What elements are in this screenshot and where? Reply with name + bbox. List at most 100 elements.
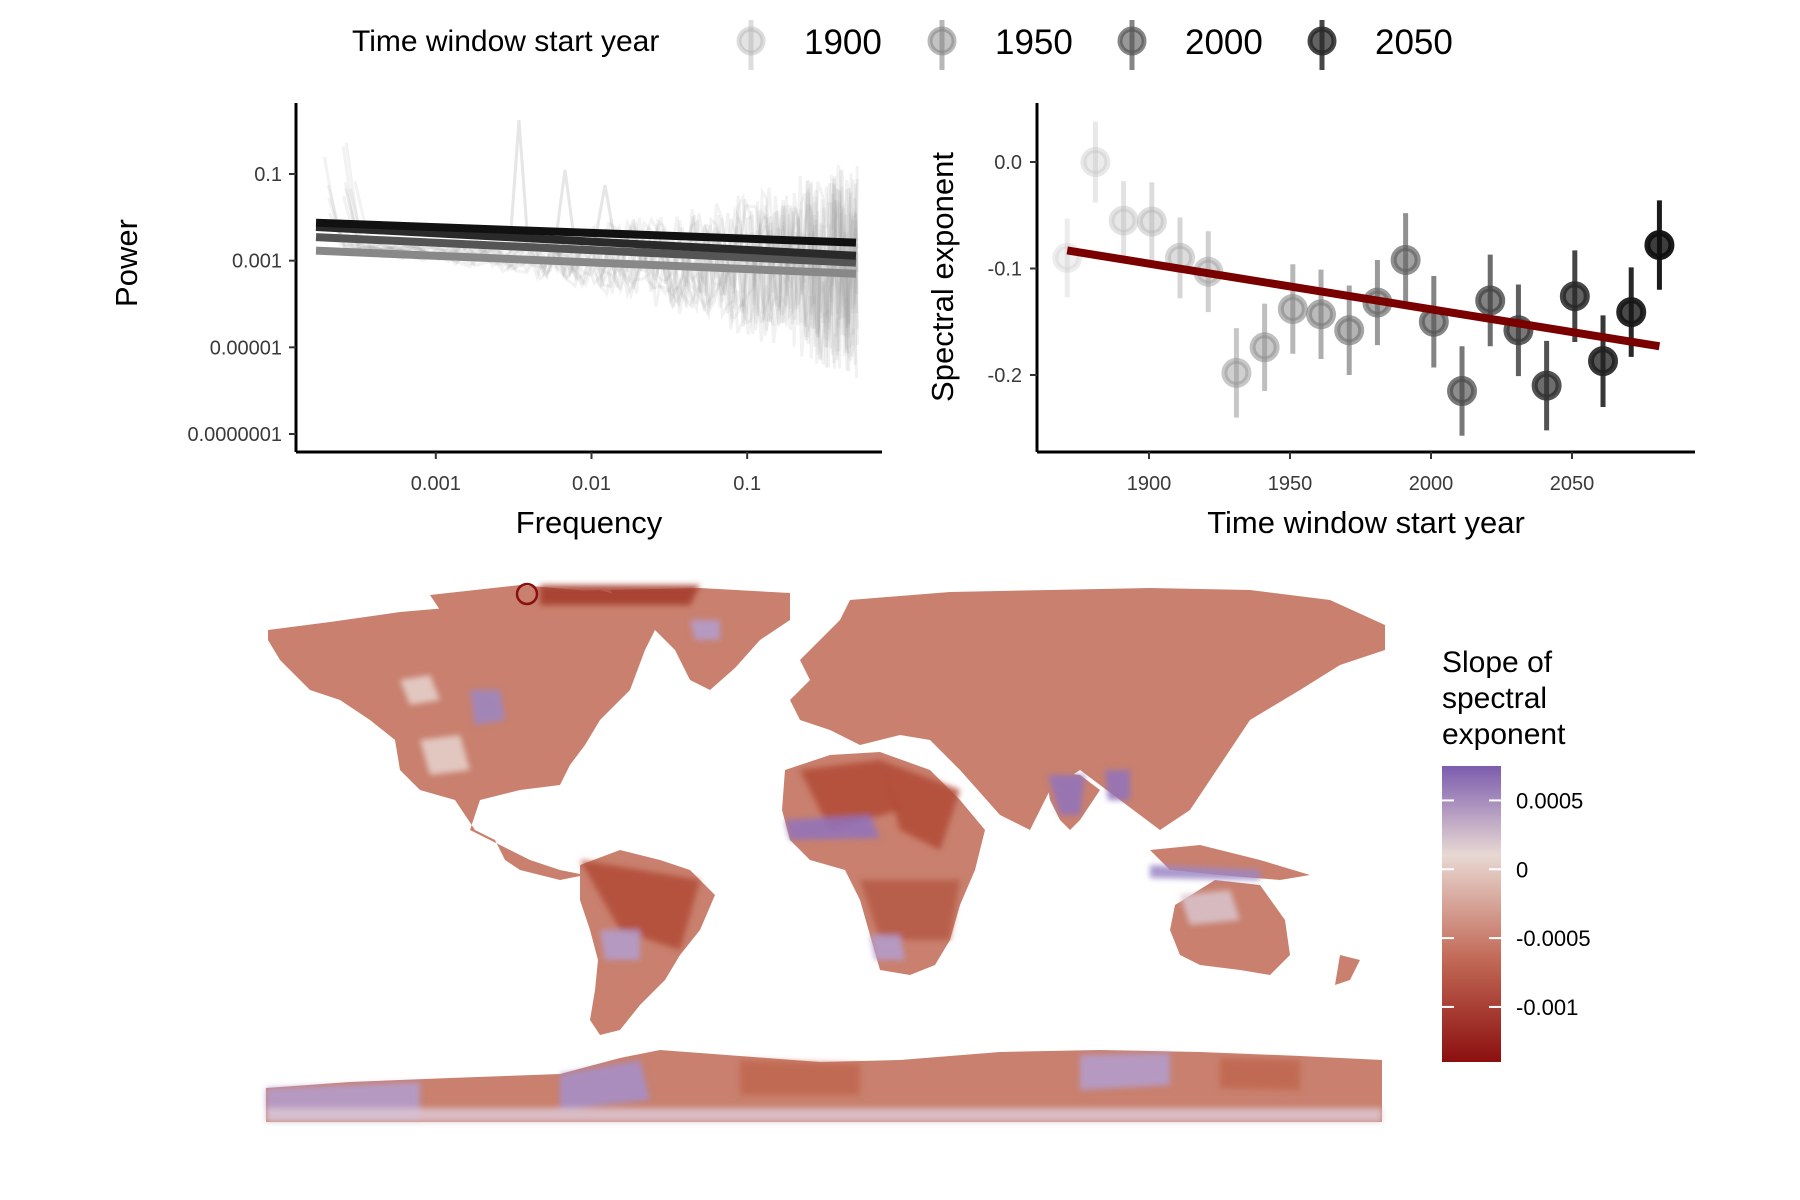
y-tick-label: 0.1 (254, 164, 282, 186)
colorbar-title-line-1: Slope of (1442, 646, 1553, 679)
slope-patch (740, 1060, 860, 1095)
y-tick-label: -0.1 (988, 259, 1022, 281)
colorbar-title-line-2: spectral (1442, 682, 1547, 715)
legend-key-point (927, 26, 957, 56)
fitted-spectrum-lines (315, 218, 857, 278)
fitted-line-1900 (315, 246, 857, 278)
x-tick-label: 0.001 (411, 473, 461, 495)
slope-patch (560, 1060, 650, 1110)
background-spectrum (334, 170, 858, 350)
colorbar-gradient (1442, 766, 1501, 1062)
slope-patch (785, 815, 880, 840)
x-axis-title: Frequency (516, 505, 663, 540)
y-tick-label: 0.001 (232, 251, 282, 273)
land-new-zealand (1335, 955, 1360, 985)
fitted-line-2050 (315, 218, 857, 247)
slope-patch (1048, 775, 1085, 815)
exponent-point (1277, 293, 1308, 324)
slope-patch (1220, 1058, 1300, 1090)
slope-patch (600, 930, 640, 960)
exponent-point (1588, 346, 1619, 377)
legend-key-point (1117, 26, 1147, 56)
colorbar-ticks: 0.0005 0 -0.0005 -0.001 (1442, 788, 1591, 1020)
x-ticks: 0.001 0.01 0.1 (411, 452, 761, 495)
colorbar: Slope of spectral exponent 0.0005 0 -0.000… (1442, 646, 1591, 1062)
exponent-points (1052, 121, 1675, 436)
fitted-line-1950 (315, 233, 857, 267)
colorbar-title-line-3: exponent (1442, 718, 1566, 751)
land-north-america (268, 590, 660, 880)
y-tick-label: 0.0000001 (187, 424, 282, 446)
legend-key-point (1307, 26, 1337, 56)
colorbar-tick-label: 0.0005 (1516, 788, 1583, 813)
spectrum-peak (509, 119, 529, 231)
exponent-point (1390, 244, 1421, 275)
exponent-point (1221, 357, 1252, 388)
legend-keys: 1900 1950 2000 2050 (736, 20, 1453, 70)
exponent-point (1334, 315, 1365, 346)
exponent-point (1616, 297, 1647, 328)
exponent-point (1249, 332, 1280, 363)
y-axis-title: Power (109, 219, 144, 307)
x-axis-title: Time window start year (1207, 505, 1525, 540)
land-base (266, 585, 1385, 1122)
exponent-point (1644, 230, 1675, 261)
slope-patch (880, 760, 960, 850)
slope-patch (400, 675, 440, 705)
marked-location-circle (515, 582, 539, 606)
fitted-line-2000 (315, 222, 857, 260)
x-tick-label: 2050 (1550, 473, 1595, 495)
exponent-point (1136, 206, 1167, 237)
exponent-point (1531, 370, 1562, 401)
exponent-point (1447, 375, 1478, 406)
legend-key-point (736, 26, 766, 56)
legend-label-2000: 2000 (1185, 23, 1263, 62)
x-tick-label: 0.01 (572, 473, 611, 495)
slope-patch (420, 735, 470, 775)
exponent-point (1080, 147, 1111, 177)
background-spectrum (344, 142, 859, 371)
y-ticks: 0.1 0.001 0.00001 0.0000001 (187, 164, 296, 446)
y-tick-label: 0.0 (994, 152, 1022, 174)
legend-label-2050: 2050 (1375, 23, 1453, 62)
trend-line (1066, 246, 1661, 351)
spectral-exponent-panel: 0.0 -0.1 -0.2 1900 1950 2000 2050 Time window… (925, 103, 1695, 540)
legend: Time window start year 1900 1950 2000 2050 (352, 20, 1453, 70)
y-axis-title: Spectral exponent (925, 152, 960, 402)
slope-map-panel: Slope of spectral exponent 0.0005 0 -0.000… (266, 582, 1591, 1122)
exponent-point (1475, 285, 1506, 316)
legend-label-1950: 1950 (995, 23, 1073, 62)
slope-patch (580, 860, 700, 950)
slope-patch (870, 935, 905, 960)
x-ticks: 1900 1950 2000 2050 (1127, 452, 1595, 495)
slope-patch (690, 620, 720, 640)
x-tick-label: 1900 (1127, 473, 1172, 495)
slope-patch (470, 690, 505, 725)
y-ticks: 0.0 -0.1 -0.2 (988, 152, 1037, 387)
colorbar-tick-label: -0.001 (1516, 995, 1578, 1020)
y-tick-label: -0.2 (988, 365, 1022, 387)
slope-patch (266, 1108, 1382, 1122)
land-europe-asia (790, 588, 1385, 830)
exponent-point (1306, 299, 1337, 330)
slope-patch (1080, 1053, 1170, 1090)
background-spectrum (342, 172, 859, 354)
slope-patch (1150, 865, 1260, 880)
spectrum-peak (555, 169, 575, 231)
y-tick-label: 0.00001 (210, 337, 282, 359)
x-tick-label: 1950 (1268, 473, 1313, 495)
legend-title: Time window start year (352, 25, 659, 58)
x-tick-label: 0.1 (733, 473, 761, 495)
legend-label-1900: 1900 (804, 23, 882, 62)
exponent-point (1108, 205, 1139, 236)
slope-patch (860, 880, 960, 940)
colorbar-tick-label: -0.0005 (1516, 926, 1591, 951)
slope-patch (1180, 890, 1240, 925)
slope-patch (800, 760, 900, 830)
slope-anomaly-patches (266, 585, 1382, 1122)
x-tick-label: 2000 (1409, 473, 1454, 495)
slope-patch (540, 585, 700, 605)
slope-patch (1105, 770, 1130, 800)
power-spectrum-panel: 0.1 0.001 0.00001 0.0000001 0.001 0.01 0.1 Fr… (109, 103, 882, 540)
